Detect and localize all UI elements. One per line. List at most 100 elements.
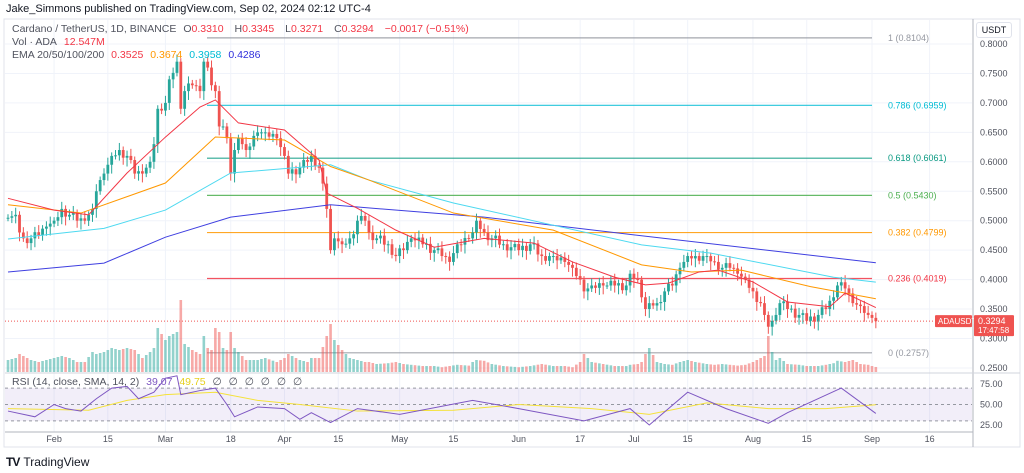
volume-bar (290, 356, 294, 372)
price-tick-label: 0.4000 (980, 275, 1008, 285)
rsi-tick-label: 50.00 (980, 400, 1003, 410)
volume-bar (148, 352, 152, 372)
volume-bar (644, 354, 647, 372)
volume-bar (367, 362, 371, 372)
fib-level-label: 0.5 (0.5430) (888, 190, 937, 200)
date-tick-label: 15 (683, 434, 693, 444)
candle-body (106, 164, 110, 174)
date-tick-label: Jul (628, 434, 640, 444)
candle-body (386, 244, 390, 246)
volume-bar (555, 366, 559, 372)
volume-bar (467, 365, 471, 372)
rsi-legend[interactable]: RSI (14, close, SMA, 14, 2) 39.07 49.75 … (12, 376, 306, 388)
candle-body (621, 283, 624, 291)
volume-bar (582, 354, 586, 372)
candle-body (260, 132, 263, 134)
volume-bar (590, 362, 593, 372)
candle-body (832, 297, 835, 301)
candle-body (252, 135, 256, 147)
ema20-line (7, 99, 877, 309)
candle-body (60, 208, 64, 218)
candle-body (828, 300, 832, 310)
candle-body (467, 237, 471, 239)
volume-bar (816, 366, 820, 372)
volume-bar (267, 359, 271, 372)
candle-body (221, 126, 225, 128)
volume-bar (678, 362, 682, 372)
brand-name: TradingView (23, 455, 90, 469)
volume-bar (502, 366, 505, 372)
candle-body (597, 283, 601, 288)
candle-body (724, 263, 728, 268)
open-label: O (183, 23, 192, 35)
volume-bar (713, 364, 716, 372)
rsi-na-2: ∅ (244, 376, 254, 388)
ema-label: EMA 20/50/100/200 (12, 49, 105, 61)
rsi-line (7, 375, 877, 426)
volume-bar (240, 356, 244, 372)
candle-body (513, 243, 517, 248)
volume-bar (636, 364, 640, 372)
volume-bar (64, 357, 67, 372)
candle-body (482, 228, 486, 233)
volume-bar (521, 366, 524, 372)
volume-bar (71, 360, 75, 372)
candle-body (551, 256, 555, 258)
volume-bar (429, 366, 432, 372)
candle-body (609, 280, 613, 286)
volume-bar (621, 366, 624, 372)
volume-bar (463, 365, 467, 372)
candle-body (359, 215, 363, 221)
candle-body (801, 313, 805, 315)
volume-bar (56, 357, 60, 372)
candle-body (333, 238, 336, 251)
volume-bar (782, 361, 785, 372)
symbol-name: Cardano / TetherUS, 1D, BINANCE (12, 23, 177, 35)
candle-body (617, 283, 620, 286)
candle-body (91, 208, 94, 215)
candle-body (471, 232, 475, 239)
candle-body (244, 144, 248, 151)
candle-body (690, 256, 693, 259)
rsi-na-4: ∅ (276, 376, 287, 388)
volume-bar (601, 364, 605, 372)
volume-bar (548, 365, 551, 372)
volume-bar (578, 362, 582, 372)
volume-value: 12.547M (63, 36, 105, 48)
candle-body (275, 133, 279, 139)
ema-legend[interactable]: EMA 20/50/100/200 0.3525 0.3674 0.3958 0… (12, 49, 264, 61)
candle-body (344, 243, 348, 245)
candle-body (117, 150, 121, 156)
volume-bar (671, 364, 674, 372)
volume-bar (91, 352, 94, 372)
volume-legend[interactable]: Vol · ADA 12.547M (12, 36, 109, 48)
volume-bar (640, 362, 643, 372)
close-label: C (334, 23, 342, 35)
currency-selector[interactable]: USDT (976, 22, 1012, 38)
volume-bar (459, 365, 463, 372)
volume-bar (125, 348, 129, 372)
candle-body (229, 138, 233, 174)
volume-bar (855, 362, 858, 372)
volume-bar (41, 361, 44, 372)
volume-bar (759, 358, 762, 372)
volume-bar (659, 363, 663, 372)
tradingview-logo-icon: TV (6, 455, 20, 469)
date-tick-label: Aug (745, 434, 761, 444)
volume-bar (655, 362, 659, 372)
candle-body (494, 235, 498, 239)
volume-bar (260, 359, 263, 372)
volume-bar (310, 358, 313, 372)
candle-body (728, 263, 732, 268)
candle-body (225, 126, 229, 139)
volume-bar (340, 350, 344, 372)
open-value: 0.3310 (191, 23, 224, 35)
volume-bar (279, 360, 282, 372)
volume-bar (755, 360, 759, 372)
candle-body (41, 228, 44, 236)
price-tick-label: 0.5500 (980, 186, 1008, 196)
volume-bar (544, 364, 547, 372)
volume-bar (448, 366, 451, 372)
volume-bar (475, 360, 478, 372)
